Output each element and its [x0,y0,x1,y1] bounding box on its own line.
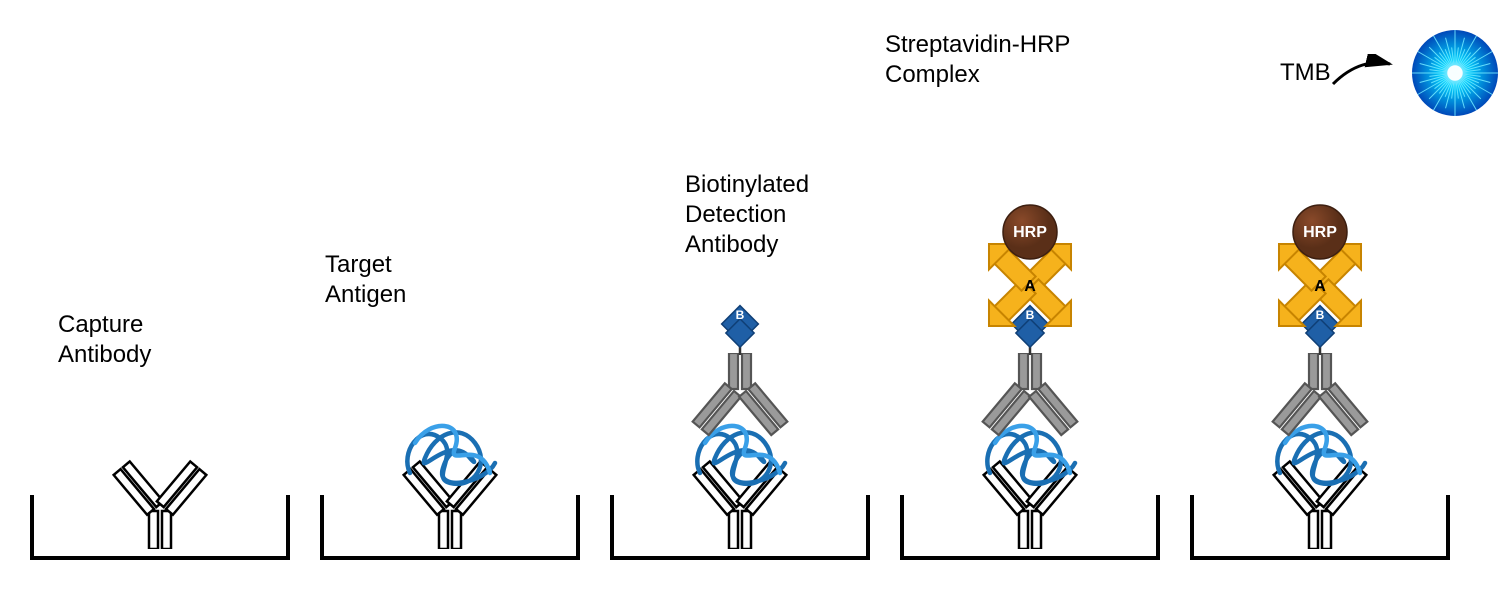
well-3-stack: B [670,308,810,554]
svg-text:A: A [1314,278,1326,295]
capture-antibody-icon [100,459,220,554]
label-capture: Capture Antibody [58,310,151,370]
antigen-icon [395,413,505,498]
svg-text:HRP: HRP [1303,224,1337,241]
label-target: Target Antigen [325,250,406,310]
biotin-icon: B [720,303,760,360]
tmb-starburst-icon [1410,28,1500,123]
well-2-stack [380,418,520,554]
svg-text:B: B [736,308,745,322]
hrp-icon: HRP [1001,203,1059,266]
label-complex: Streptavidin-HRP Complex [885,30,1070,90]
tmb-arrow-icon [1328,54,1398,99]
label-tmb: TMB [1280,58,1331,88]
hrp-icon: HRP [1291,203,1349,266]
svg-text:HRP: HRP [1013,224,1047,241]
svg-text:A: A [1024,278,1036,295]
well-5-stack: B A HRP [1250,208,1390,554]
detection-antibody-icon [680,353,800,448]
detection-antibody-icon [1260,353,1380,448]
label-detection: Biotinylated Detection Antibody [685,170,809,260]
detection-antibody-icon [970,353,1090,448]
well-1-stack [90,464,230,554]
well-4-stack: B A HRP [960,208,1100,554]
